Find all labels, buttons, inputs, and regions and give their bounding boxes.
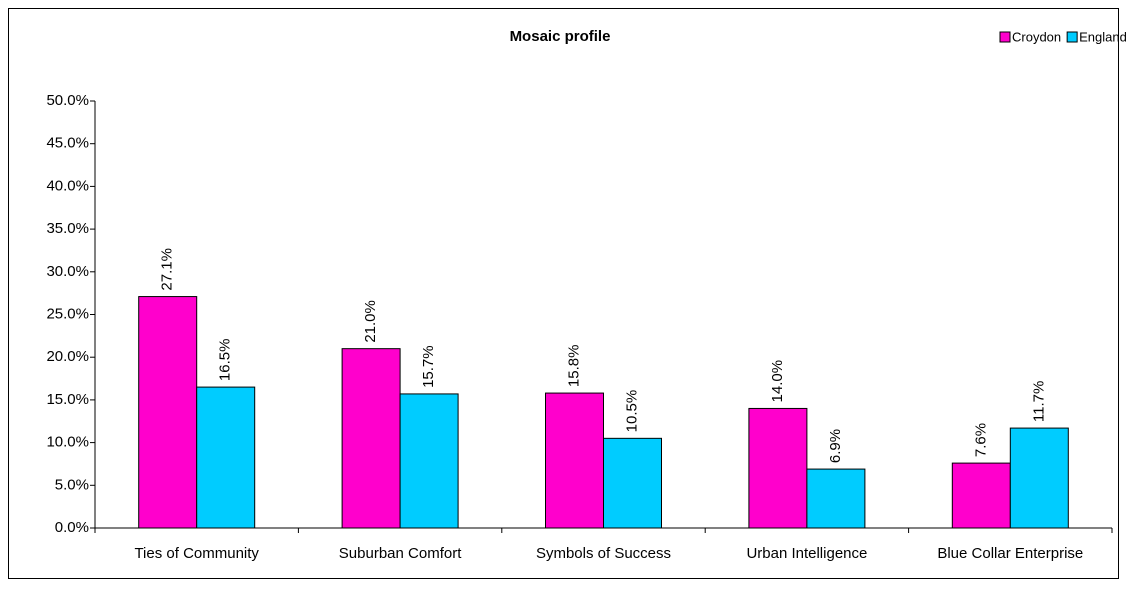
y-tick-label: 20.0% bbox=[46, 348, 89, 365]
value-label: 15.7% bbox=[420, 345, 437, 388]
y-tick-label: 10.0% bbox=[46, 434, 89, 451]
x-tick-label: Urban Intelligence bbox=[746, 545, 867, 562]
legend-label: Croydon bbox=[1012, 29, 1061, 44]
bar bbox=[341, 348, 401, 529]
y-tick-label: 25.0% bbox=[46, 305, 89, 322]
y-tick-label: 5.0% bbox=[55, 476, 89, 493]
bar bbox=[196, 386, 256, 529]
y-tick-label: 40.0% bbox=[46, 177, 89, 194]
value-label: 21.0% bbox=[362, 300, 379, 343]
value-label: 14.0% bbox=[769, 360, 786, 403]
bar bbox=[138, 296, 198, 529]
value-label: 11.7% bbox=[1030, 381, 1047, 422]
bar bbox=[1009, 427, 1069, 529]
y-tick-label: 30.0% bbox=[46, 263, 89, 280]
value-label: 7.6% bbox=[972, 423, 989, 457]
bar bbox=[806, 468, 866, 529]
x-tick-label: Ties of Community bbox=[134, 545, 259, 562]
y-tick-label: 15.0% bbox=[46, 391, 89, 408]
x-tick-label: Symbols of Success bbox=[536, 545, 671, 562]
value-label: 15.8% bbox=[565, 345, 582, 388]
y-tick-label: 50.0% bbox=[46, 92, 89, 109]
bar bbox=[748, 407, 808, 529]
legend-swatch bbox=[999, 31, 1011, 43]
bar bbox=[399, 393, 459, 529]
value-label: 16.5% bbox=[217, 339, 234, 382]
x-tick-label: Suburban Comfort bbox=[339, 545, 462, 562]
y-tick-label: 45.0% bbox=[46, 135, 89, 152]
value-label: 10.5% bbox=[623, 390, 640, 433]
bar bbox=[545, 392, 604, 529]
bar bbox=[603, 437, 662, 529]
chart-title: Mosaic profile bbox=[510, 28, 611, 45]
x-tick-label: Blue Collar Enterprise bbox=[937, 545, 1083, 562]
y-tick-label: 0.0% bbox=[55, 519, 89, 536]
legend-swatch bbox=[1066, 31, 1078, 43]
value-label: 6.9% bbox=[827, 429, 844, 463]
bar bbox=[951, 462, 1011, 529]
y-tick-label: 35.0% bbox=[46, 220, 89, 237]
legend-label: England bbox=[1079, 29, 1127, 44]
value-label: 27.1% bbox=[159, 248, 176, 291]
